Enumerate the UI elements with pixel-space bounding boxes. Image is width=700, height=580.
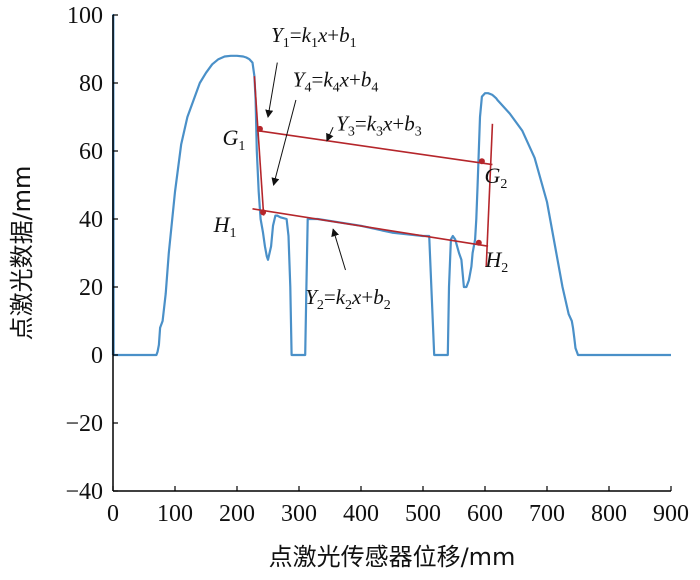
point-marker [475,239,482,246]
y-tick-label: −40 [65,479,103,505]
tick-labels: 0 100 200 300 400 500 600 700 800 900100806040200… [65,3,689,527]
point-label: G2 [484,163,507,192]
equation-label: Y3=k3x+b3 [336,112,422,140]
x-tick-label: 300 [281,501,317,527]
y-tick-label: 100 [67,3,103,29]
annotation-arrow [271,99,297,186]
profile-series-line [111,13,671,357]
equation-label: Y4=k4x+b4 [293,67,379,95]
fit-line [485,123,494,267]
point-marker [260,209,267,216]
y-tick-label: 20 [79,275,103,301]
x-axis-title: 点激光传感器位移/mm [269,543,516,571]
point-marker [256,125,263,132]
equation-label: Y2=k2x+b2 [305,285,391,313]
y-tick-label: −20 [65,411,103,437]
y-tick-label: 60 [79,139,103,165]
annotation-arrow [331,228,346,271]
point-marker [478,158,485,165]
annotation-arrow [326,126,334,142]
y-tick-label: 0 [91,343,103,369]
fit-line [256,129,493,166]
x-tick-label: 400 [343,501,379,527]
y-tick-label: 80 [79,71,103,97]
x-tick-label: 700 [529,501,565,527]
point-label: G1 [222,125,245,154]
point-label: H2 [484,247,508,276]
x-tick-label: 100 [157,501,193,527]
plot-area: G1 G2 H1 H2 Y1=k1x+b1 Y4=k4x+b4 Y3=k3x+b3 Y2=k2… [111,13,671,357]
axes [112,14,672,492]
x-tick-label: 800 [591,501,627,527]
x-tick-label: 600 [467,501,503,527]
x-tick-label: 500 [405,501,441,527]
equation-label: Y1=k1x+b1 [271,23,357,51]
y-axis-title: 点激光数据/mm [8,166,36,341]
point-label: H1 [213,212,237,241]
fit-line [252,208,489,247]
annotation-arrow [265,62,278,118]
fit-line [253,76,265,216]
y-tick-label: 40 [79,207,103,233]
x-tick-label: 200 [219,501,255,527]
x-tick-label: 0 [107,501,119,527]
x-tick-label: 900 [653,501,689,527]
